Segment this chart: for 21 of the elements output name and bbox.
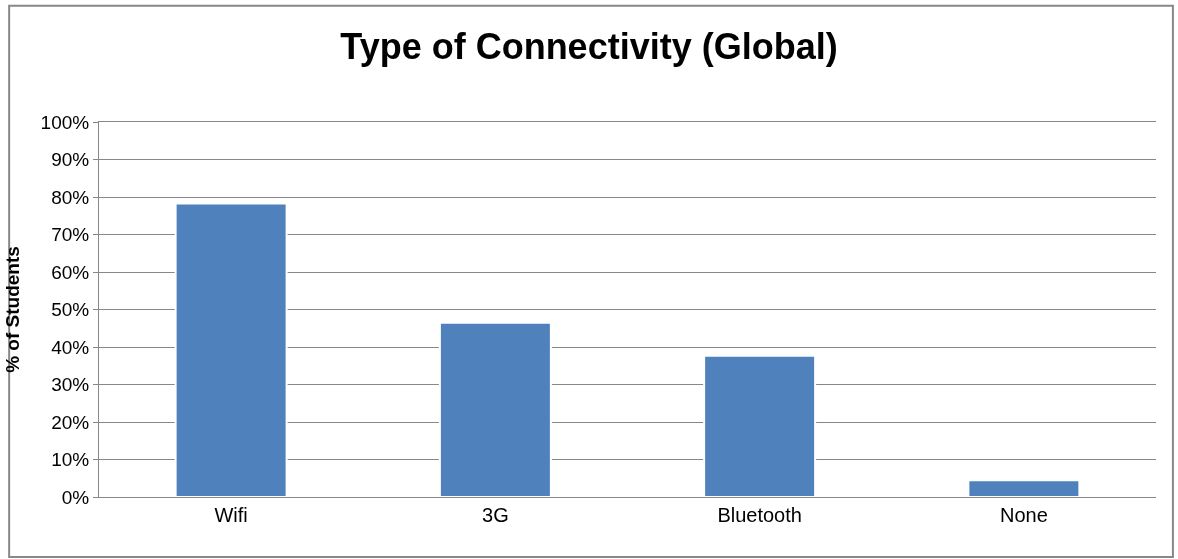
y-tick-label: 90%	[51, 149, 90, 171]
bar	[438, 321, 552, 497]
y-tick-label: 10%	[51, 449, 90, 471]
y-tick-label: 20%	[51, 411, 90, 433]
y-axis-title: % of Students	[2, 246, 24, 373]
y-tick-label: 100%	[40, 111, 90, 133]
x-tick-label: Bluetooth	[717, 504, 802, 526]
y-tick-label: 70%	[51, 224, 90, 246]
bar	[174, 202, 288, 497]
chart-title: Type of Connectivity (Global)	[340, 25, 838, 67]
y-tick-label: 50%	[51, 299, 90, 321]
x-tick-label: None	[999, 504, 1048, 526]
x-tick-label: Wifi	[214, 504, 248, 526]
bar	[703, 354, 817, 497]
y-tick-label: 80%	[51, 186, 90, 208]
y-tick-label: 0%	[61, 486, 90, 508]
y-tick-label: 30%	[51, 374, 90, 396]
x-tick-label: 3G	[482, 504, 509, 526]
bar	[967, 479, 1081, 497]
y-tick-label: 40%	[51, 336, 90, 358]
y-tick-label: 60%	[51, 261, 90, 283]
